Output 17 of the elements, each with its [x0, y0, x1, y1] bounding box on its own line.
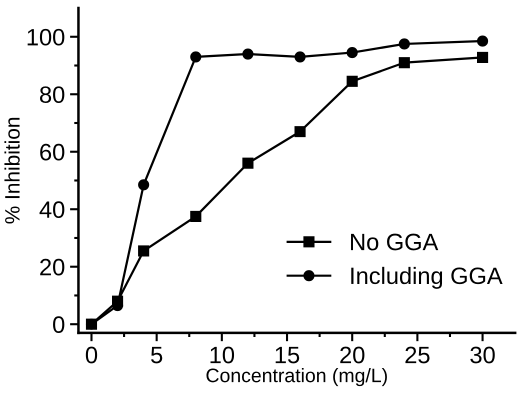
y-tick-label: 20	[40, 258, 64, 276]
x-tick-label: 10	[210, 346, 234, 364]
y-axis-title: % Inhibition	[4, 118, 20, 224]
x-tick-label: 30	[470, 346, 495, 364]
y-tick-label: 80	[40, 86, 64, 104]
y-tick-label: 0	[53, 316, 64, 333]
legend-label: No GGA	[351, 234, 438, 250]
legend-label: Including GGA	[351, 266, 503, 289]
x-tick-label: 20	[340, 346, 364, 364]
x-axis-title: Concentration (mg/L)	[206, 368, 387, 386]
x-tick-label: 15	[276, 346, 300, 364]
y-tick-label: 100	[28, 28, 64, 46]
y-tick-label: 60	[40, 144, 64, 161]
x-tick-label: 5	[151, 346, 162, 364]
y-tick-label: 40	[40, 201, 64, 218]
x-tick-label: 25	[405, 346, 430, 364]
x-tick-label: 0	[86, 346, 98, 364]
